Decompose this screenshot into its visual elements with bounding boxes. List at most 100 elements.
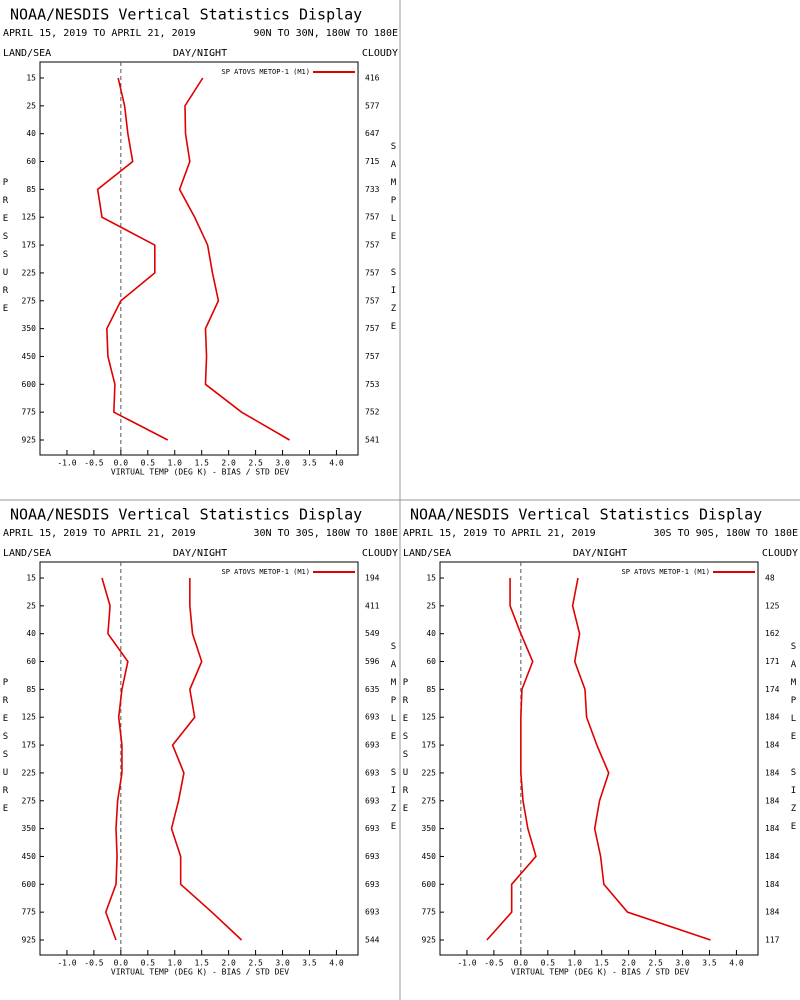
y-tick-label: 775 (422, 908, 437, 917)
sample-size: 184 (765, 713, 780, 722)
y-tick-label: 225 (22, 268, 37, 277)
x-tick-label: 2.0 (221, 959, 236, 968)
x-tick-label: 3.0 (275, 459, 290, 468)
y-tick-label: 925 (22, 436, 37, 445)
y-tick-label: 925 (22, 936, 37, 945)
x-tick-label: -0.5 (84, 959, 103, 968)
y-tick-label: 25 (26, 101, 36, 110)
panel: NOAA/NESDIS Vertical Statistics Display A… (1, 506, 399, 977)
y-tick-label: 125 (422, 713, 437, 722)
y-tick-label: 775 (22, 408, 37, 417)
y-tick-label: 225 (422, 768, 437, 777)
x-tick-label: 0.5 (141, 459, 156, 468)
x-tick-label: 1.5 (194, 959, 209, 968)
x-tick-label: 1.5 (594, 959, 609, 968)
y-tick-label: 40 (26, 129, 36, 138)
x-tick-label: 2.0 (221, 459, 236, 468)
profile-line (486, 578, 537, 941)
sample-size: 753 (365, 380, 380, 389)
region: 30S TO 90S, 180W TO 180E (654, 528, 799, 539)
profile-line (96, 77, 169, 441)
sample-size: 757 (365, 352, 380, 361)
y-tick-label: 85 (26, 685, 36, 694)
y-tick-label: 125 (22, 713, 37, 722)
land-sea: LAND/SEA (3, 548, 51, 559)
sample-size: 752 (365, 408, 380, 417)
subtitle: APRIL 15, 2019 TO APRIL 21, 2019 (403, 528, 596, 539)
y-tick-label: 275 (422, 796, 437, 805)
sample-size: 541 (365, 436, 380, 445)
region: 90N TO 30N, 180W TO 180E (254, 28, 399, 39)
sample-size: 48 (765, 574, 775, 583)
x-tick-label: -0.5 (84, 459, 103, 468)
y-tick-label: 225 (22, 768, 37, 777)
legend-label: SP ATOVS METOP-1 (M1) (221, 68, 310, 76)
x-tick-label: 3.0 (675, 959, 690, 968)
x-tick-label: 0.5 (541, 959, 556, 968)
x-tick-label: 4.0 (329, 459, 344, 468)
sample-size: 184 (765, 741, 780, 750)
x-tick-label: 1.0 (568, 959, 583, 968)
x-tick-label: 2.5 (248, 459, 263, 468)
sample-size: 715 (365, 157, 380, 166)
y-tick-label: 60 (426, 657, 436, 666)
sample-size: 693 (365, 713, 380, 722)
y-tick-label: 350 (22, 324, 37, 333)
sample-size: 184 (765, 768, 780, 777)
y-tick-label: 450 (422, 852, 437, 861)
panel: NOAA/NESDIS Vertical Statistics Display A… (1, 6, 399, 477)
y-tick-label: 175 (22, 241, 37, 250)
sample-size: 544 (365, 936, 380, 945)
y-axis-label: PRESSURE (1, 678, 11, 822)
profile-line (101, 577, 129, 941)
sample-size: 416 (365, 74, 380, 83)
land-sea: LAND/SEA (3, 48, 51, 59)
x-tick-label: 4.0 (329, 959, 344, 968)
sample-size: 693 (365, 768, 380, 777)
y-tick-label: 275 (22, 296, 37, 305)
x-tick-label: -1.0 (57, 459, 76, 468)
sample-size: 171 (765, 657, 780, 666)
cloudy: CLOUDY (362, 548, 398, 559)
x-tick-label: 1.5 (194, 459, 209, 468)
sample-size: 635 (365, 685, 380, 694)
sample-size: 757 (365, 213, 380, 222)
sample-size: 577 (365, 101, 380, 110)
subtitle: APRIL 15, 2019 TO APRIL 21, 2019 (3, 28, 196, 39)
sample-size: 757 (365, 241, 380, 250)
sample-size: 411 (365, 601, 380, 610)
day-night: DAY/NIGHT (173, 548, 227, 559)
sample-size: 596 (365, 657, 380, 666)
panel: NOAA/NESDIS Vertical Statistics Display A… (401, 506, 799, 977)
cloudy: CLOUDY (362, 48, 398, 59)
x-tick-label: 3.5 (302, 459, 317, 468)
x-tick-label: 0.0 (114, 459, 129, 468)
sample-size: 757 (365, 268, 380, 277)
sample-size: 693 (365, 852, 380, 861)
sample-size: 194 (365, 574, 380, 583)
y-tick-label: 15 (426, 574, 436, 583)
y-axis-label: PRESSURE (1, 178, 11, 322)
x-tick-label: 0.0 (514, 959, 529, 968)
y-tick-label: 925 (422, 936, 437, 945)
y-tick-label: 450 (22, 352, 37, 361)
y-tick-label: 600 (22, 880, 37, 889)
sample-size: 757 (365, 296, 380, 305)
y-tick-label: 600 (22, 380, 37, 389)
day-night: DAY/NIGHT (573, 548, 627, 559)
cloudy: CLOUDY (762, 548, 798, 559)
sample-size: 757 (365, 324, 380, 333)
sample-size: 549 (365, 629, 380, 638)
y-tick-label: 775 (22, 908, 37, 917)
title: NOAA/NESDIS Vertical Statistics Display (410, 506, 762, 524)
subtitle: APRIL 15, 2019 TO APRIL 21, 2019 (3, 528, 196, 539)
x-tick-label: 4.0 (729, 959, 744, 968)
sample-size: 184 (765, 796, 780, 805)
sample-size: 184 (765, 908, 780, 917)
sample-size: 693 (365, 741, 380, 750)
sample-size: 693 (365, 824, 380, 833)
x-tick-label: 2.5 (248, 959, 263, 968)
x-tick-label: 2.5 (648, 959, 663, 968)
y-tick-label: 15 (26, 74, 36, 83)
